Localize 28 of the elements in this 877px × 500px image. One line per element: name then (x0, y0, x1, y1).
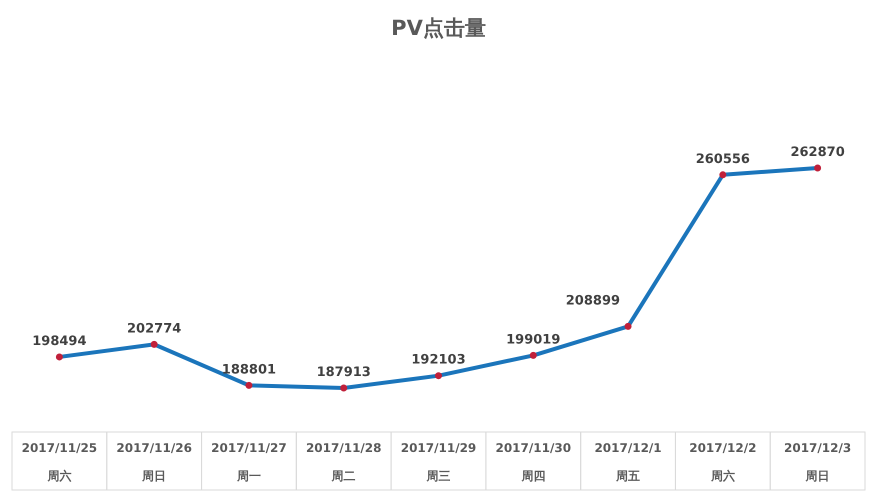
x-tick-label: 2017/11/30 周四 (495, 441, 572, 483)
point (340, 384, 348, 392)
point (435, 372, 442, 380)
x-tick-label: 2017/11/29 周三 (400, 441, 476, 483)
x-tick-label: 2017/11/27 周一 (211, 441, 287, 483)
data-label: 202774 (127, 321, 182, 336)
data-label: 199019 (506, 332, 560, 348)
x-tick-label: 2017/12/1 周五 (594, 441, 662, 483)
data-label: 208899 (566, 293, 620, 308)
x-tick-label: 2017/11/25 周六 (22, 441, 98, 483)
x-tick-label: 2017/11/26 周日 (116, 441, 192, 483)
x-tick-label: 2017/12/3 周日 (784, 441, 852, 483)
point (814, 164, 822, 172)
data-label: 188801 (222, 362, 276, 378)
data-label: 260556 (696, 152, 750, 167)
point (245, 382, 252, 389)
point (624, 322, 632, 330)
point (719, 171, 726, 178)
data-label: 262870 (790, 145, 845, 160)
chart-title: PV点击量 (390, 15, 487, 42)
point (56, 353, 63, 360)
data-label: 192103 (411, 352, 466, 368)
point (150, 340, 158, 348)
data-label: 198494 (32, 334, 87, 349)
x-tick-label: 2017/11/28 周二 (306, 441, 382, 483)
x-tick-label: 2017/12/2 周六 (689, 441, 756, 483)
point (530, 352, 537, 359)
data-label: 187913 (316, 365, 371, 380)
